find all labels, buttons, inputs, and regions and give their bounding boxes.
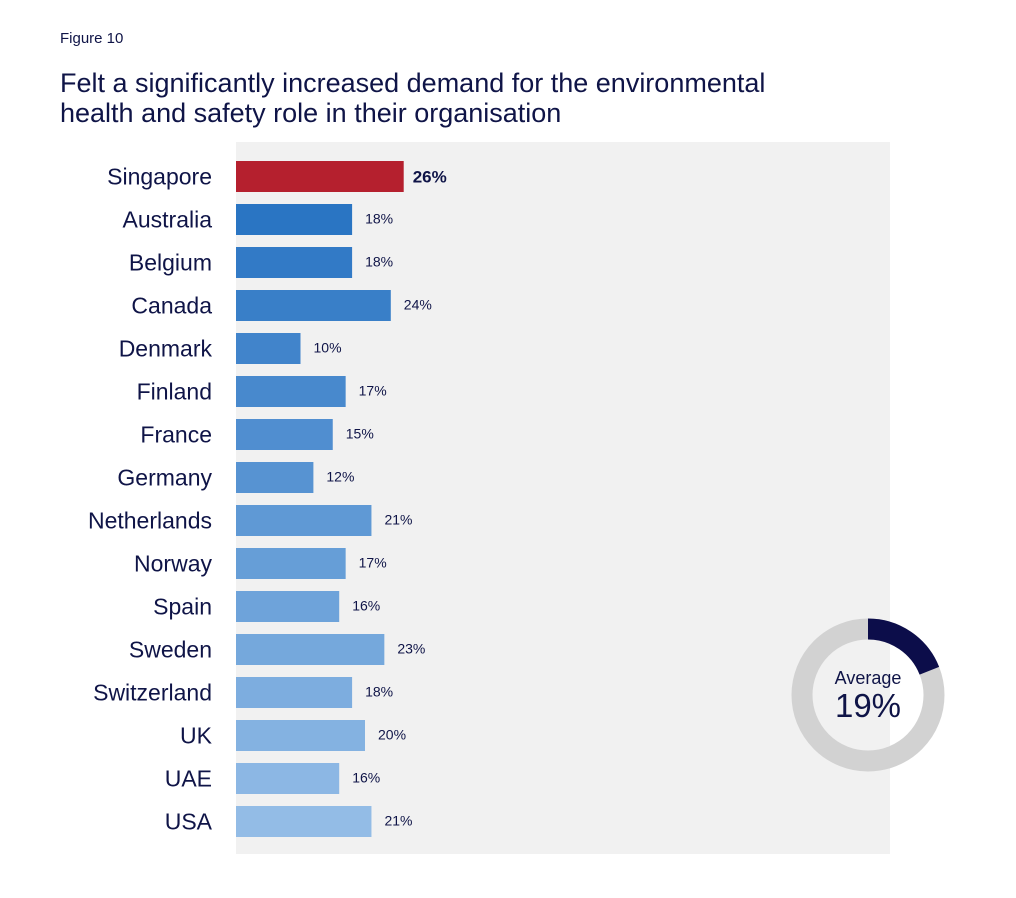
value-label: 21% bbox=[384, 512, 412, 528]
bar bbox=[236, 634, 385, 665]
value-label: 18% bbox=[365, 684, 393, 700]
bar bbox=[236, 247, 353, 278]
average-donut: Average 19% bbox=[791, 618, 945, 772]
average-donut-fill bbox=[867, 618, 940, 675]
value-label: 18% bbox=[365, 211, 393, 227]
chart-title: Felt a significantly increased demand fo… bbox=[60, 68, 920, 128]
bar bbox=[236, 419, 333, 450]
category-label: Belgium bbox=[129, 250, 212, 276]
category-label: France bbox=[140, 422, 212, 448]
value-label: 26% bbox=[413, 168, 447, 187]
category-label: Germany bbox=[117, 465, 212, 491]
bar bbox=[236, 505, 372, 536]
category-label: Norway bbox=[134, 551, 212, 577]
average-caption: Average bbox=[835, 668, 902, 688]
bar bbox=[236, 290, 391, 321]
value-label: 17% bbox=[359, 555, 387, 571]
value-label: 17% bbox=[359, 383, 387, 399]
category-label: Spain bbox=[153, 594, 212, 620]
figure-label: Figure 10 bbox=[60, 30, 124, 47]
category-label: UAE bbox=[165, 766, 212, 792]
value-label: 18% bbox=[365, 254, 393, 270]
bar bbox=[236, 763, 340, 794]
category-label: Canada bbox=[131, 293, 212, 319]
category-label: Sweden bbox=[129, 637, 212, 663]
value-label: 15% bbox=[346, 426, 374, 442]
bar bbox=[236, 548, 346, 579]
chart-title-line-2: health and safety role in their organisa… bbox=[60, 98, 562, 128]
value-label: 23% bbox=[397, 641, 425, 657]
value-label: 16% bbox=[352, 770, 380, 786]
chart-title-line-1: Felt a significantly increased demand fo… bbox=[60, 68, 766, 98]
bar bbox=[236, 161, 404, 192]
category-label: UK bbox=[180, 723, 213, 749]
category-label: Denmark bbox=[119, 336, 213, 362]
value-label: 21% bbox=[384, 813, 412, 829]
bar bbox=[236, 462, 314, 493]
bar bbox=[236, 376, 346, 407]
value-label: 20% bbox=[378, 727, 406, 743]
bar bbox=[236, 677, 353, 708]
category-label: Switzerland bbox=[93, 680, 212, 706]
category-label: Netherlands bbox=[88, 508, 212, 534]
bar bbox=[236, 591, 340, 622]
bar bbox=[236, 333, 301, 364]
category-label: Singapore bbox=[107, 164, 212, 190]
bar bbox=[236, 806, 372, 837]
category-label: Finland bbox=[137, 379, 212, 405]
average-value: 19% bbox=[835, 687, 901, 724]
bar bbox=[236, 720, 365, 751]
value-label: 16% bbox=[352, 598, 380, 614]
value-label: 10% bbox=[314, 340, 342, 356]
bar bbox=[236, 204, 353, 235]
category-label: USA bbox=[165, 809, 213, 835]
value-label: 24% bbox=[404, 297, 432, 313]
category-label: Australia bbox=[123, 207, 213, 233]
bars-group: Singapore 26% Australia 18% Belgium 18% Canada… bbox=[88, 161, 447, 837]
value-label: 12% bbox=[326, 469, 354, 485]
